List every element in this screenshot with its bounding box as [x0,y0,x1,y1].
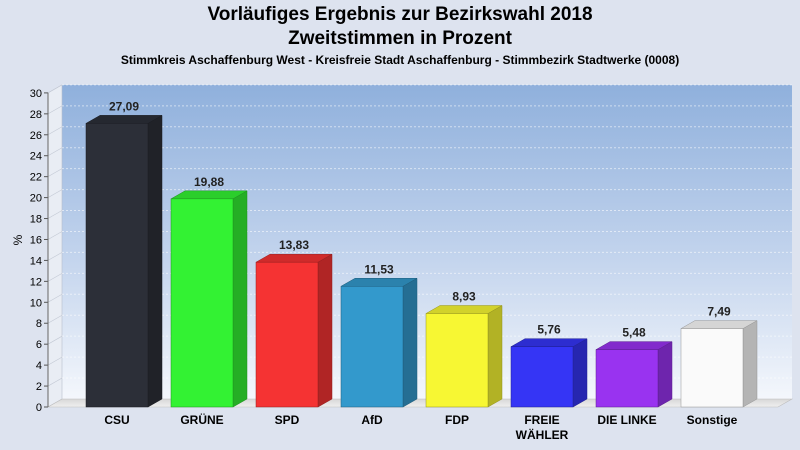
plot-side-wall [47,84,63,408]
x-tick-label: FREIE [524,413,559,427]
bar-value-label: 19,88 [194,175,224,189]
bar-side [232,190,248,408]
bar-value-label: 8,93 [452,290,476,304]
bar-top [340,278,418,287]
gridline-side [47,105,63,115]
y-tick-label: 26 [30,130,42,142]
bar-side [147,114,163,408]
bar-value-label: 13,83 [279,238,309,252]
x-tick-label: SPD [275,413,300,427]
gridline-side [47,377,63,387]
chart-title: Vorläufiges Ergebnis zur Bezirkswahl 201… [207,4,593,25]
bar [255,261,319,408]
bar [510,346,574,408]
gridline-side [47,314,63,324]
bar [85,123,149,408]
gridline-side [47,147,63,156]
gridline-side [47,356,63,366]
bar [595,349,659,408]
gridline-side [47,84,63,94]
y-tick-label: 18 [30,214,42,226]
bar-top [255,253,333,263]
bar-value-label: 11,53 [364,262,394,276]
bar-side [487,305,503,408]
x-tick-label: AfD [361,413,383,427]
y-tick-label: 4 [36,360,42,372]
gridline-side [47,231,63,240]
x-tick-label: CSU [104,413,129,427]
gridline-side [47,294,63,303]
gridline-side [47,252,63,261]
y-tick-label: 10 [30,297,42,309]
y-tick-label: 16 [30,234,42,246]
y-tick-label: 0 [36,402,42,414]
x-tick-label: FDP [445,413,469,427]
y-tick-label: 8 [36,318,42,330]
gridline-side [47,168,63,177]
bar-top [595,341,673,350]
bar [340,286,404,408]
chart-caption: Stimmkreis Aschaffenburg West - Kreisfre… [120,53,680,67]
y-tick-label: 14 [30,255,42,267]
y-tick-label: 30 [30,88,42,100]
x-tick-label: Sonstige [687,413,738,427]
y-tick-label: 24 [30,151,42,163]
bar-value-label: 27,09 [109,99,139,113]
bar-side [317,253,333,408]
bar-top [170,190,248,200]
bar-value-label: 5,48 [622,326,646,340]
x-tick-label: WÄHLER [516,427,569,442]
bar-top [680,320,758,329]
gridline-side [47,189,63,198]
bar-top [85,115,163,124]
gridline-side [47,273,63,282]
bar [680,328,744,408]
y-tick-label: 20 [30,193,42,205]
bar-side [572,338,588,408]
bar-side [657,341,673,408]
bar [425,313,489,408]
x-tick-label: DIE LINKE [597,413,656,427]
y-tick-label: 28 [30,109,42,121]
bar [170,198,234,408]
bar-top [425,305,503,314]
gridline-side [47,335,63,345]
y-tick-label: 12 [30,276,42,288]
bar-value-label: 7,49 [707,305,731,319]
y-tick-label: 2 [36,381,42,393]
bar-top [510,338,588,347]
y-tick-label: 6 [36,339,42,351]
bar-value-label: 5,76 [537,323,561,337]
y-axis-label: % [11,234,25,245]
bar-side [402,277,418,408]
x-tick-label: GRÜNE [180,412,223,427]
gridline-side [47,210,63,219]
gridline-side [47,126,63,136]
bar-side [742,320,758,408]
chart-subtitle: Zweitstimmen in Prozent [288,28,512,49]
y-tick-label: 22 [30,172,42,184]
